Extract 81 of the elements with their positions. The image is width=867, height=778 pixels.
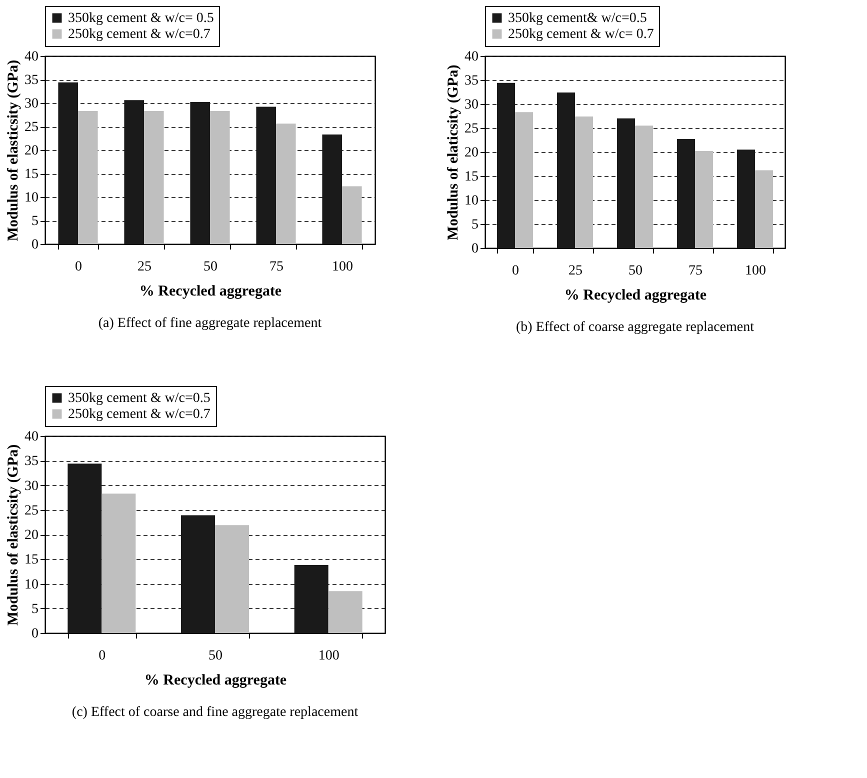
y-axis-title: Modulus of elasticsity (GPa) [6, 60, 22, 242]
y-tick-label: 5 [32, 602, 38, 617]
y-tick-label: 35 [24, 73, 38, 88]
y-tick-label: 5 [32, 214, 38, 229]
bar [144, 110, 164, 244]
x-tick-label: 50 [628, 264, 642, 278]
bar [635, 126, 653, 248]
y-tick-label: 10 [464, 194, 478, 208]
bar [497, 82, 515, 248]
y-tick-label: 20 [24, 144, 38, 158]
y-axis-title: Modulus of elasticsity (GPa) [6, 444, 22, 626]
x-tick-label: 50 [204, 260, 218, 274]
bar [677, 139, 695, 248]
y-tick-label: 15 [464, 170, 478, 184]
bar [328, 591, 362, 633]
bar [617, 118, 635, 248]
y-tick-label: 25 [24, 120, 38, 135]
bar [294, 565, 328, 633]
x-tick-label: 100 [318, 648, 340, 664]
y-tick-label: 30 [24, 478, 38, 494]
y-tick-label: 30 [464, 98, 478, 112]
x-tick-label: 100 [332, 260, 353, 274]
bar [322, 134, 342, 244]
y-tick-label: 40 [24, 50, 38, 64]
y-tick-label: 10 [24, 577, 38, 592]
x-tick-label: 75 [270, 260, 284, 274]
x-tick-label: 25 [568, 264, 582, 278]
bar [557, 92, 575, 248]
text: (c) Effect of coarse and fine aggregate replacement [72, 705, 358, 720]
y-tick-label: 0 [32, 626, 38, 642]
x-axis-title: % Recycled aggregate [144, 672, 287, 688]
y-tick-label: 20 [464, 146, 478, 160]
x-axis-title: % Recycled aggregate [564, 288, 707, 304]
bar [276, 124, 296, 244]
bar [58, 82, 78, 244]
bar [256, 106, 276, 244]
bar [210, 110, 230, 244]
y-tick-label: 30 [24, 96, 38, 112]
bar [575, 116, 593, 248]
y-tick-label: 40 [24, 430, 38, 444]
bar [515, 112, 533, 248]
bar [215, 525, 249, 633]
bar [102, 494, 136, 633]
y-tick-label: 25 [464, 122, 478, 136]
y-tick-label: 35 [464, 74, 478, 88]
legend-label: 250kg cement & w/c=0.7 [68, 27, 210, 42]
y-tick-label: 20 [24, 528, 38, 543]
y-axis-title: Modulus of elaticsity (GPa) [446, 64, 462, 240]
y-tick-label: 15 [24, 167, 38, 182]
legend-label: 250kg cement & w/c= 0.7 [508, 27, 654, 42]
text: (a) Effect of fine aggregate replacement [98, 316, 322, 331]
x-tick-label: 75 [688, 264, 702, 278]
x-axis-title: % Recycled aggregate [139, 284, 282, 300]
x-tick-label: 50 [208, 648, 222, 664]
bar [342, 186, 362, 244]
x-tick-label: 0 [512, 264, 519, 278]
legend-label: 350kg cement & w/c=0.5 [68, 391, 210, 406]
bar [68, 464, 102, 633]
y-tick-label: 25 [24, 503, 38, 518]
y-tick-label: 0 [32, 238, 38, 252]
bar [190, 102, 210, 244]
bar [737, 150, 755, 248]
y-tick-label: 15 [24, 552, 38, 568]
x-tick-label: 100 [745, 264, 766, 278]
y-tick-label: 35 [24, 454, 38, 470]
legend-label: 250kg cement & w/c=0.7 [68, 407, 210, 422]
bar [124, 100, 144, 244]
bar [78, 110, 98, 244]
bar [695, 151, 713, 248]
text: (b) Effect of coarse aggregate replacement [516, 320, 754, 335]
x-tick-label: 25 [138, 260, 152, 274]
bar [755, 170, 773, 248]
y-tick-label: 40 [464, 50, 478, 64]
y-tick-label: 5 [472, 218, 478, 232]
legend-label: 350kg cement& w/c=0.5 [508, 11, 647, 26]
bar [181, 515, 215, 633]
y-tick-label: 0 [472, 242, 478, 256]
legend-label: 350kg cement & w/c= 0.5 [68, 11, 214, 26]
x-tick-label: 0 [98, 648, 106, 664]
x-tick-label: 0 [75, 260, 82, 274]
y-tick-label: 10 [24, 190, 38, 206]
